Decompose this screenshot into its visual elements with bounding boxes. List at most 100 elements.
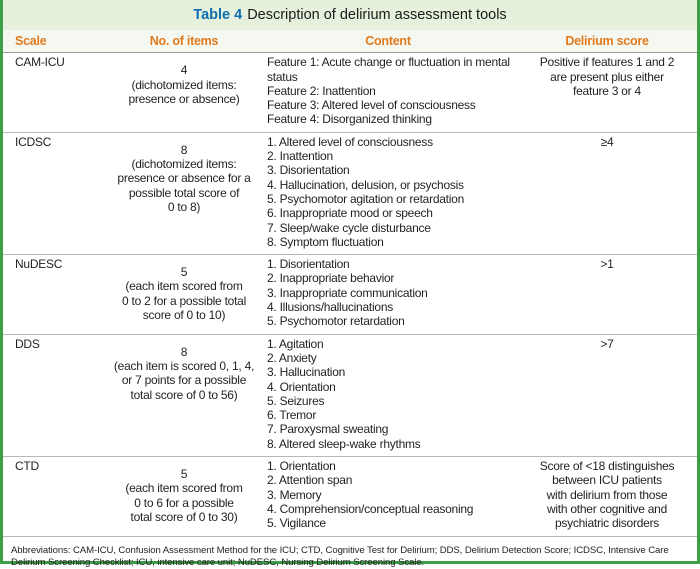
cell-line: or 7 points for a possible [121,373,247,388]
cell-line: (dichotomized items: [131,77,237,92]
cell-line: 4 [180,63,188,78]
cell-line: 2. Inattention [267,149,333,164]
cell-line: Feature 4: Disorganized thinking [267,112,432,127]
cell-line: 0 to 6 for a possible [134,495,234,510]
cell-line: CAM-ICU [15,55,65,70]
cell-line: (each item scored from [125,279,243,294]
cell-line: with other cognitive and [546,501,668,516]
cell-line: 8 [180,142,188,157]
column-header: Delirium score [517,30,697,54]
cell-line: 0 to 8) [167,199,201,214]
table-cell: DDS [3,334,109,458]
cell-line: 6. Inappropriate mood or speech [267,206,433,221]
table-cell: 4 (dichotomized items: presence or absence… [109,52,259,133]
column-header: Scale [3,30,109,54]
table-cell: CTD [3,456,109,537]
cell-line: total score of 0 to 56) [130,387,238,402]
column-header: Content [259,30,517,54]
cell-line: Feature 3: Altered level of consciousnes… [267,98,476,113]
cell-line: 5 [180,467,188,482]
table-row: CAM-ICU 4 (dichotomized items: presence or … [3,52,697,133]
table-cell: ≥4 [517,132,697,256]
cell-line: 2. Inappropriate behavior [267,271,395,286]
cell-line: CTD [15,459,39,474]
cell-line: 3. Disorientation [267,163,350,178]
table-cell: 5 (each item scored from 0 to 6 for a poss… [109,456,259,537]
title-text: Description of delirium assessment tools [247,7,507,23]
cell-line: 4. Hallucination, delusion, or psychosis [267,177,464,192]
cell-line: between ICU patients [552,473,662,488]
cell-line: psychiatric disorders [554,516,660,531]
table-row: ICDSC 8 (dichotomized items: presence or ab… [3,132,697,256]
cell-line: 8. Altered sleep-wake rhythms [267,436,421,451]
table-cell: 1. Agitation 2. Anxiety 3. Hallucination 4.… [259,334,517,458]
table-body: CAM-ICU 4 (dichotomized items: presence or … [3,52,697,537]
table-cell: ICDSC [3,132,109,256]
cell-line: total score of 0 to 30) [130,509,238,524]
cell-line: possible total score of [128,185,240,200]
cell-line: ICDSC [15,134,52,149]
cell-line: Feature 1: Acute change or fluctuation i… [267,55,510,84]
table-row: NuDESC 5 (each item scored from 0 to 2 for … [3,254,697,335]
cell-line: (each item is scored 0, 1, 4, [113,358,255,373]
cell-line: 1. Altered level of consciousness [267,134,433,149]
cell-line: score of 0 to 10) [142,308,226,323]
cell-line: 4. Comprehension/conceptual reasoning [267,501,474,516]
header-row: Scale No. of items Content Delirium score [3,30,697,54]
cell-line: 5. Seizures [267,393,325,408]
cell-line: Score of <18 distinguishes [539,459,675,474]
table-cell: 8 (each item is scored 0, 1, 4, or 7 point… [109,334,259,458]
cell-line: 7. Paroxysmal sweating [267,422,389,437]
cell-line: presence or absence for a [117,171,251,186]
table-cell: 1. Orientation 2. Attention span 3. Memory… [259,456,517,537]
cell-line: (each item scored from [125,481,243,496]
cell-line: 1. Disorientation [267,257,350,272]
table-cell: >1 [517,254,697,335]
column-header: No. of items [109,30,259,54]
cell-line: 0 to 2 for a possible total [122,293,246,308]
cell-line: 1. Agitation [267,336,324,351]
cell-line: 6. Tremor [267,408,317,423]
cell-line: 3. Inappropriate communication [267,285,428,300]
footnote: Abbreviations: CAM-ICU, Confusion Assess… [11,544,669,568]
cell-line: with delirium from those [546,487,668,502]
table-row: DDS 8 (each item is scored 0, 1, 4, or 7 po… [3,334,697,458]
cell-line: 4. Illusions/hallucinations [267,300,393,315]
cell-line: 2. Attention span [267,473,353,488]
cell-line: 2. Anxiety [267,350,317,365]
table-cell: 5 (each item scored from 0 to 2 for a poss… [109,254,259,335]
table-cell: 8 (dichotomized items: presence or absence… [109,132,259,256]
cell-line: (dichotomized items: [131,157,237,172]
cell-line: >1 [600,257,614,272]
cell-line: feature 3 or 4 [573,83,641,98]
cell-line: 5. Psychomotor retardation [267,314,405,329]
cell-line: NuDESC [15,257,63,272]
table-cell: 1. Altered level of consciousness 2. Inat… [259,132,517,256]
cell-line: are present plus either [550,69,664,84]
cell-line: 5 [180,265,188,280]
table-cell: NuDESC [3,254,109,335]
cell-line: 8. Symptom fluctuation [267,234,384,249]
cell-line: ≥4 [600,134,614,149]
table-cell: Score of <18 distinguishes between ICU pa… [517,456,697,537]
cell-line: 8 [180,344,188,359]
table-row: CTD 5 (each item scored from 0 to 6 for a p… [3,456,697,537]
cell-line: presence or absence) [128,91,240,106]
cell-line: 7. Sleep/wake cycle disturbance [267,220,431,235]
cell-line: 5. Vigilance [267,516,326,531]
cell-line: DDS [15,336,40,351]
table-title: Table 4 Description of delirium assessmen… [3,0,697,30]
cell-line: 5. Psychomotor agitation or retardation [267,191,465,206]
table-cell: 1. Disorientation 2. Inappropriate behavi… [259,254,517,335]
cell-line: 4. Orientation [267,379,336,394]
table-cell: >7 [517,334,697,458]
table-cell: Positive if features 1 and 2 are present … [517,52,697,133]
cell-line: 1. Orientation [267,459,336,474]
table: Scale No. of items Content Delirium score C… [3,30,697,537]
cell-line: >7 [600,336,614,351]
table-label: Table 4 [193,7,243,23]
cell-line: Feature 2: Inattention [267,83,376,98]
cell-line: 3. Hallucination [267,365,346,380]
table-cell: Feature 1: Acute change or fluctuation i… [259,52,517,133]
